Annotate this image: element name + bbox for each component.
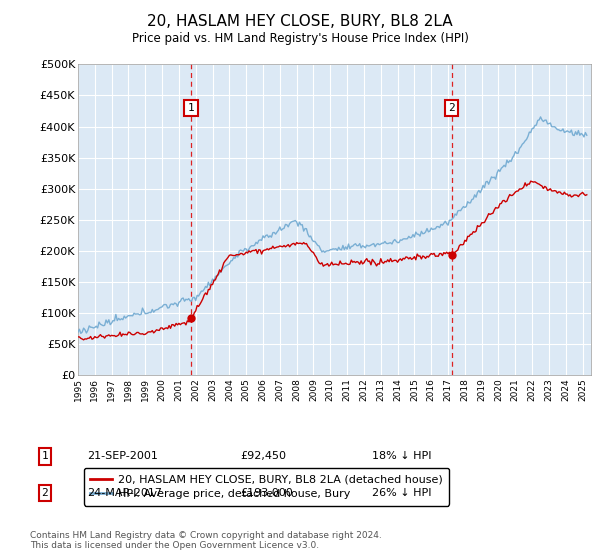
Text: 18% ↓ HPI: 18% ↓ HPI [372,451,431,461]
Text: 26% ↓ HPI: 26% ↓ HPI [372,488,431,498]
Text: Contains HM Land Registry data © Crown copyright and database right 2024.
This d: Contains HM Land Registry data © Crown c… [30,530,382,550]
Text: 1: 1 [41,451,49,461]
Text: 2: 2 [448,103,455,113]
Text: 24-MAR-2017: 24-MAR-2017 [87,488,162,498]
Text: 2: 2 [41,488,49,498]
Text: £92,450: £92,450 [240,451,286,461]
Text: Price paid vs. HM Land Registry's House Price Index (HPI): Price paid vs. HM Land Registry's House … [131,32,469,45]
Text: £193,000: £193,000 [240,488,293,498]
Text: 21-SEP-2001: 21-SEP-2001 [87,451,158,461]
Text: 1: 1 [188,103,194,113]
Legend: 20, HASLAM HEY CLOSE, BURY, BL8 2LA (detached house), HPI: Average price, detach: 20, HASLAM HEY CLOSE, BURY, BL8 2LA (det… [83,468,449,506]
Text: 20, HASLAM HEY CLOSE, BURY, BL8 2LA: 20, HASLAM HEY CLOSE, BURY, BL8 2LA [147,14,453,29]
